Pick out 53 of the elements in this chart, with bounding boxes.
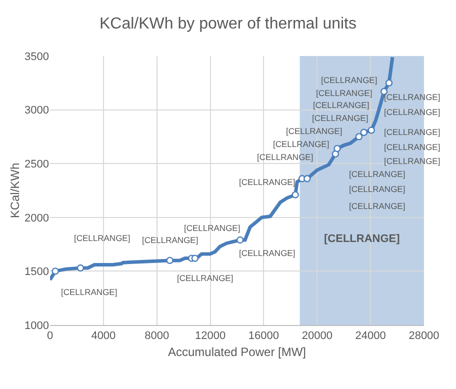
x-tick-label: 28000 xyxy=(408,330,440,342)
annotation: [CELLRANGE] xyxy=(239,177,296,187)
y-tick-label: 3500 xyxy=(24,50,49,63)
point xyxy=(385,79,393,86)
annotation: [CELLRANGE] xyxy=(384,127,440,137)
annotation: [CELLRANGE] xyxy=(257,152,314,162)
x-tick-label: 24000 xyxy=(355,330,386,342)
annotation: [CELLRANGE] xyxy=(312,113,368,123)
annotation: [CELLRANGE] xyxy=(384,156,440,166)
x-tick-label: 16000 xyxy=(248,330,280,342)
y-tick-label: 2500 xyxy=(24,158,49,170)
point xyxy=(292,191,299,198)
annotation: [CELLRANGE] xyxy=(349,169,406,179)
annotation: [CELLRANGE] xyxy=(349,184,406,194)
point xyxy=(166,256,174,264)
annotation: [CELLRANGE] xyxy=(142,235,198,245)
point xyxy=(334,144,341,152)
y-tick-label: 1000 xyxy=(24,320,49,332)
annotation: [CELLRANGE] xyxy=(286,126,342,136)
annotation: [CELLRANGE] xyxy=(177,273,234,283)
annotation: [CELLRANGE] xyxy=(321,75,378,85)
point xyxy=(332,150,340,158)
annotation: [CELLRANGE] xyxy=(184,223,240,233)
point xyxy=(304,175,311,182)
y-tick-label: 1500 xyxy=(24,266,49,278)
annotation: [CELLRANGE] xyxy=(384,142,440,152)
y-tick-label: 3000 xyxy=(24,104,49,117)
point xyxy=(52,268,59,275)
x-tick-label: 8000 xyxy=(144,330,170,342)
point xyxy=(76,264,84,272)
annotation: [CELLRANGE] xyxy=(316,88,372,98)
annotation: [CELLRANGE] xyxy=(74,233,130,243)
point xyxy=(360,128,368,136)
x-axis-title: Accumulated Power [MW] xyxy=(168,345,306,360)
point xyxy=(191,254,199,262)
x-tick-label: 0 xyxy=(46,330,54,342)
y-tick-label: 2000 xyxy=(24,212,49,224)
annotation: [CELLRANGE] xyxy=(273,139,330,149)
point xyxy=(368,126,375,134)
annotation: [CELLRANGE] xyxy=(384,92,440,102)
annotation: [CELLRANGE] xyxy=(384,107,440,117)
point xyxy=(355,133,363,140)
x-tick-label: 12000 xyxy=(194,330,226,342)
annotation: [CELLRANGE] xyxy=(349,201,406,211)
x-tick-label: 4000 xyxy=(91,330,116,342)
annotation: [CELLRANGE] xyxy=(313,100,370,110)
annotation: [CELLRANGE] xyxy=(61,287,118,297)
chart-title: KCal/KWh by power of thermal units xyxy=(100,16,356,33)
x-tick-label: 20000 xyxy=(302,330,332,342)
band-label: [CELLRANGE] xyxy=(324,233,400,245)
annotation: [CELLRANGE] xyxy=(239,248,296,258)
y-axis-title: KCal/KWh xyxy=(8,162,22,218)
point xyxy=(236,236,244,244)
